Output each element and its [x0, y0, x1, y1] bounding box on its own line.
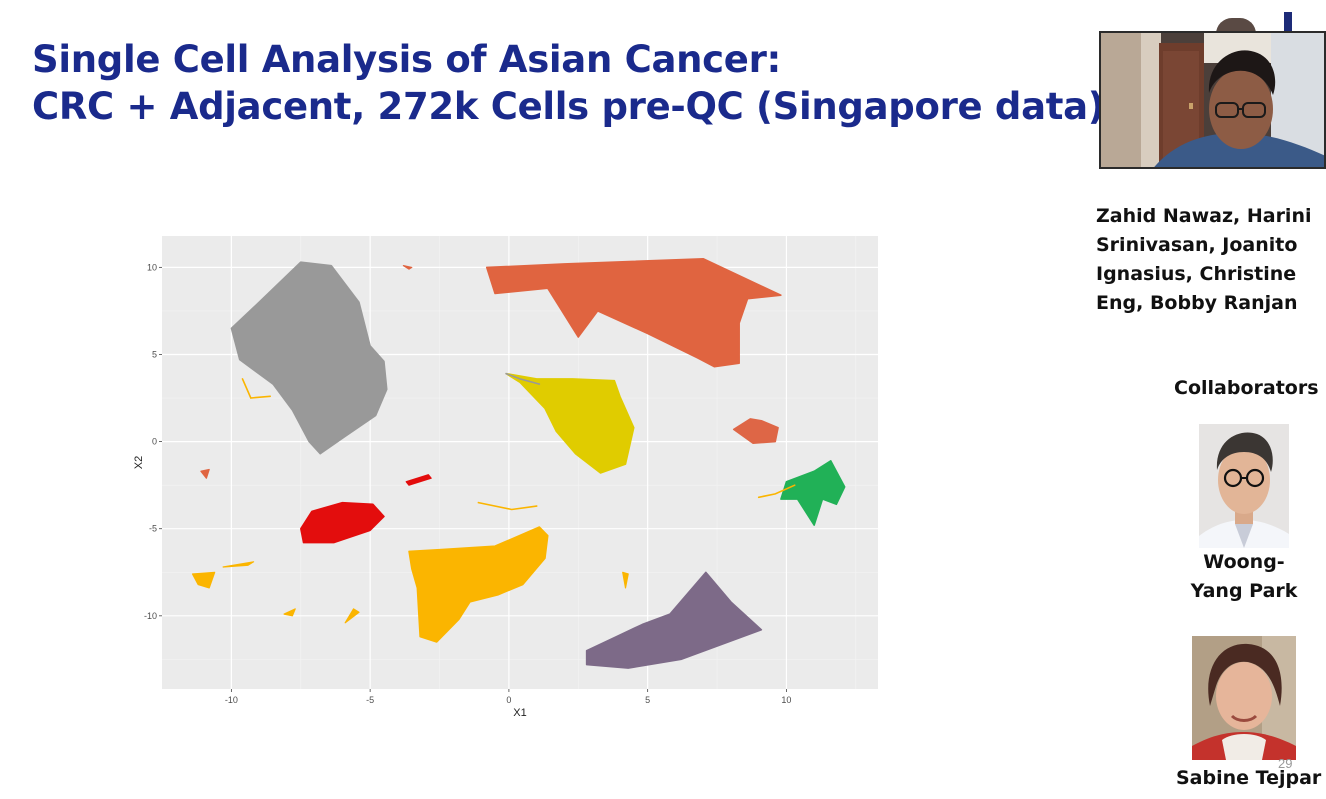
cell-fragment-7	[200, 468, 210, 479]
x-tick-label: -5	[366, 695, 374, 705]
umap-scatter-plot: -10 -5 0 5 10 -10 -5 0 5 10 X1 X2	[133, 236, 878, 719]
x-tick-label: -10	[225, 695, 238, 705]
slide-title: Single Cell Analysis of Asian Cancer: CR…	[32, 36, 1105, 130]
cell-fragment-1	[405, 474, 432, 486]
x-axis-label: X1	[513, 707, 526, 719]
cell-cluster-4	[505, 372, 635, 474]
cell-cluster-1	[230, 261, 388, 455]
cell-fragment-3	[283, 608, 296, 617]
cell-trail-4	[241, 378, 271, 399]
collaborators-heading: Collaborators	[1174, 377, 1319, 399]
x-tick-label: 0	[506, 695, 511, 705]
cell-cluster-3	[732, 418, 779, 445]
cell-fragment-5	[222, 561, 255, 568]
cell-cluster-6	[300, 501, 385, 544]
cell-trail-2	[757, 484, 796, 499]
video-overlay-bar	[1284, 12, 1292, 34]
speaker-video-image	[1101, 33, 1324, 167]
collaborator-name-1: Woong-Yang Park	[1190, 551, 1298, 602]
cell-fragment-6	[622, 571, 629, 589]
cell-trail-3	[477, 501, 538, 511]
cell-cluster-5	[780, 460, 846, 526]
cell-cluster-2	[485, 257, 782, 368]
y-tick-label: -10	[144, 611, 157, 621]
cell-fragment-4	[344, 608, 360, 624]
cell-trail-1	[505, 372, 541, 385]
video-overlay-fragment	[1216, 18, 1256, 34]
cell-fragment-8	[402, 264, 413, 270]
author-list: Zahid Nawaz, Harini Srinivasan, Joanito …	[1096, 205, 1312, 314]
x-tick-label: 10	[781, 695, 791, 705]
cell-cluster-7	[408, 526, 549, 643]
collaborator-name-2: Sabine Tejpar	[1176, 767, 1322, 789]
slide-title-line2: CRC + Adjacent, 272k Cells pre-QC (Singa…	[32, 85, 1105, 128]
page-number: 29	[1278, 756, 1293, 771]
y-tick-label: 10	[147, 262, 157, 272]
y-tick-label: 0	[152, 437, 157, 447]
y-tick-label: 5	[152, 349, 157, 359]
x-tick-label: 5	[645, 695, 650, 705]
y-axis-label: X2	[133, 456, 145, 469]
speaker-video-feed	[1099, 31, 1326, 169]
collaborator-photo-sabine-tejpar	[1192, 636, 1296, 760]
cell-cluster-8	[585, 571, 763, 669]
collaborator-photo-woong-yang-park	[1199, 424, 1289, 548]
y-tick-label: -5	[149, 524, 157, 534]
slide-title-line1: Single Cell Analysis of Asian Cancer:	[32, 38, 782, 81]
cell-fragment-2	[191, 571, 216, 589]
